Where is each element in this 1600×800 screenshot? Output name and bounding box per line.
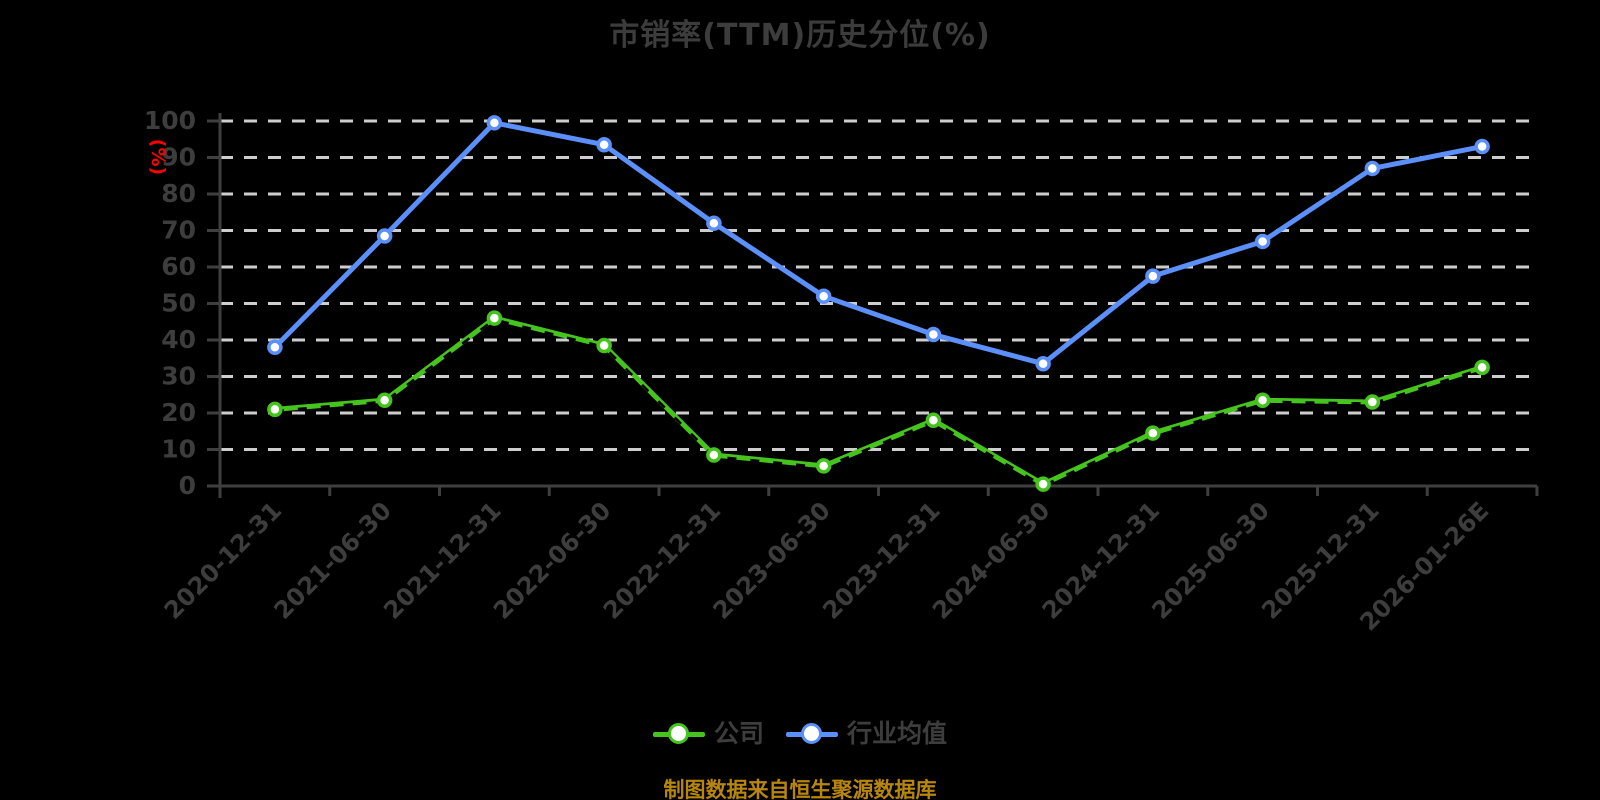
data-point-company-2020-12-31[interactable]	[267, 401, 283, 418]
data-point-company-2024-06-30[interactable]	[1035, 476, 1051, 492]
data-point-industry-2021-06-30[interactable]	[376, 228, 393, 244]
y-tick-label: 50	[161, 289, 196, 318]
data-point-company-2024-12-31[interactable]	[1145, 425, 1161, 441]
y-tick-label: 0	[179, 471, 196, 500]
data-point-company-2021-12-31[interactable]	[486, 310, 503, 326]
y-tick-label: 30	[161, 362, 196, 391]
y-tick-label: 60	[161, 252, 196, 281]
y-tick-label: 100	[144, 106, 196, 135]
legend-label-company: 公司	[713, 719, 764, 748]
legend: 公司 行业均值	[652, 719, 948, 748]
data-point-company-2023-12-31[interactable]	[925, 412, 942, 429]
y-axis: 0 10 20 30 40 50 60 70 80 90 100	[144, 106, 222, 500]
data-point-industry-2024-12-31[interactable]	[1145, 268, 1161, 284]
data-point-industry-2022-06-30[interactable]	[596, 136, 612, 153]
y-tick-label: 20	[161, 398, 196, 427]
series-company	[267, 310, 1490, 492]
data-point-company-2025-12-31[interactable]	[1364, 394, 1381, 410]
data-point-industry-2023-06-30[interactable]	[815, 288, 832, 304]
data-point-industry-2025-06-30[interactable]	[1254, 233, 1271, 250]
data-point-industry-2022-12-31[interactable]	[706, 215, 722, 231]
industry-series-marker-icon	[786, 722, 838, 746]
series-line-company	[272, 315, 1485, 487]
y-tick-label: 80	[161, 179, 196, 208]
data-point-industry-2023-12-31[interactable]	[925, 326, 942, 343]
chart-title: 市销率(TTM)历史分位(%)	[609, 18, 991, 53]
legend-item-industry[interactable]: 行业均值	[786, 719, 948, 748]
gridlines	[220, 119, 1534, 451]
y-tick-label: 90	[161, 143, 196, 172]
data-point-company-2022-12-31[interactable]	[706, 447, 722, 463]
x-axis: 2020-12-312021-06-302021-12-312022-06-30…	[159, 484, 1539, 636]
data-point-company-2022-06-30[interactable]	[596, 337, 612, 354]
y-tick-label: 40	[161, 325, 196, 354]
data-point-company-2021-06-30[interactable]	[376, 392, 393, 408]
data-point-industry-2024-06-30[interactable]	[1035, 355, 1051, 372]
legend-item-company[interactable]: 公司	[652, 719, 764, 748]
series-industry	[267, 115, 1490, 372]
footer-note: 制图数据来自恒生聚源数据库	[663, 778, 937, 800]
y-tick-label: 70	[161, 216, 196, 245]
data-point-industry-2026-01-26E[interactable]	[1474, 138, 1490, 155]
data-point-industry-2020-12-31[interactable]	[267, 339, 283, 356]
data-point-industry-2025-12-31[interactable]	[1364, 160, 1381, 177]
data-point-company-2025-06-30[interactable]	[1254, 392, 1271, 408]
data-point-industry-2021-12-31[interactable]	[486, 115, 503, 131]
data-point-company-2026-01-26E[interactable]	[1474, 359, 1490, 376]
legend-label-industry: 行业均值	[847, 719, 948, 748]
series-line-industry	[272, 120, 1485, 367]
company-series-marker-icon	[652, 722, 705, 746]
y-axis-unit-label: (%)	[147, 139, 169, 175]
y-tick-label: 10	[161, 435, 196, 464]
data-point-company-2023-06-30[interactable]	[815, 458, 832, 474]
